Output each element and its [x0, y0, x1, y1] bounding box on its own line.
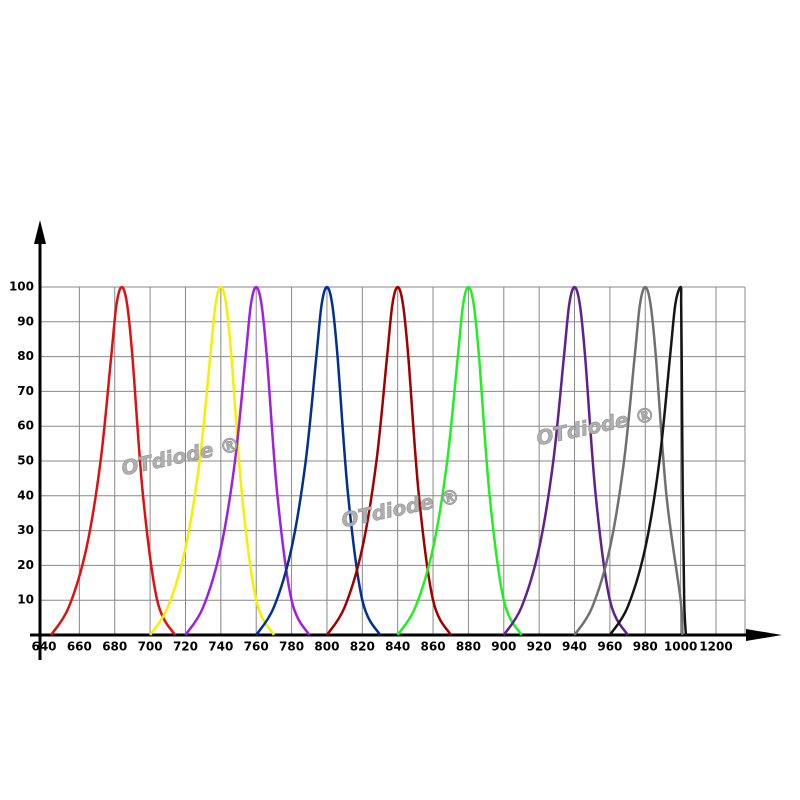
spectrum-line: [573, 285, 684, 636]
x-tick-label: 1200: [699, 640, 732, 654]
y-tick-label: 40: [17, 488, 34, 502]
spectrum-line: [396, 285, 523, 636]
spectrum-line: [149, 285, 276, 636]
spectrum-line: [255, 285, 382, 636]
y-axis-arrow: [34, 220, 46, 244]
x-tick-label: 920: [527, 640, 552, 654]
x-tick-label: 740: [208, 640, 233, 654]
curves: [50, 285, 688, 636]
x-tick-label: 880: [456, 640, 481, 654]
x-tick-label: 720: [173, 640, 198, 654]
x-tick-label: 940: [562, 640, 587, 654]
x-tick-label: 660: [67, 640, 92, 654]
x-tick-label: 780: [279, 640, 304, 654]
spectrum-line: [502, 285, 629, 636]
x-axis-arrow: [746, 629, 782, 641]
x-tick-label: 760: [244, 640, 269, 654]
x-tick-label: 640: [31, 640, 56, 654]
y-tick-label: 90: [17, 314, 34, 328]
watermark: OTdiode ®: [534, 402, 657, 451]
spectrum-line: [50, 285, 176, 636]
y-tick-label: 100: [9, 280, 34, 294]
y-tick-label: 20: [17, 558, 34, 572]
x-tick-label: 820: [350, 640, 375, 654]
y-tick-label: 30: [17, 523, 34, 537]
x-tick-label: 900: [491, 640, 516, 654]
spectrum-line: [184, 285, 311, 636]
x-tick-label: 700: [138, 640, 163, 654]
x-tick-label: 960: [597, 640, 622, 654]
y-tick-label: 60: [17, 419, 34, 433]
y-tick-label: 50: [17, 454, 34, 468]
y-tick-label: 80: [17, 349, 34, 363]
y-tick-label: 10: [17, 593, 34, 607]
x-tick-label: 680: [102, 640, 127, 654]
x-tick-label: 1000: [664, 640, 697, 654]
x-tick-label: 800: [314, 640, 339, 654]
x-tick-label: 840: [385, 640, 410, 654]
watermark: OTdiode ®: [339, 484, 462, 533]
x-tick-label: 860: [421, 640, 446, 654]
x-tick-label: 980: [633, 640, 658, 654]
y-tick-label: 70: [17, 384, 34, 398]
spectrum-line: [325, 285, 452, 636]
spectrum-line: [608, 285, 688, 636]
